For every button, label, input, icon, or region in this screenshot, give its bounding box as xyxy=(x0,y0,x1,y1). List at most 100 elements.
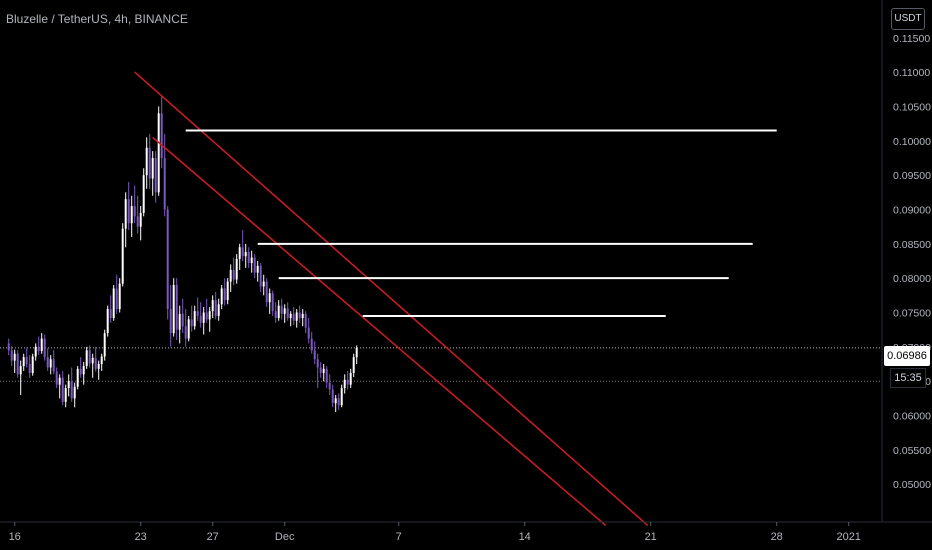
candle-body xyxy=(220,288,223,305)
candle-body xyxy=(94,357,97,369)
candle-body xyxy=(100,356,103,365)
candle-body xyxy=(289,313,292,319)
price-tick-label: 0.08500 xyxy=(893,239,931,251)
candle-body xyxy=(13,353,16,361)
candle-body xyxy=(118,283,121,310)
candle-body xyxy=(265,281,268,303)
candle-body xyxy=(34,346,37,357)
candle-body xyxy=(127,199,130,224)
candle-body xyxy=(37,346,40,351)
candle-body xyxy=(301,313,304,319)
bar-countdown-label: 15:35 xyxy=(890,368,926,388)
candle-body xyxy=(109,309,112,319)
candle-body xyxy=(244,252,247,257)
candle-body xyxy=(139,212,142,227)
candle-body xyxy=(160,113,163,158)
price-tick-label: 0.09000 xyxy=(893,204,931,216)
candle-body xyxy=(121,228,124,284)
candle-body xyxy=(337,398,340,406)
candle-body xyxy=(166,209,169,310)
time-tick-label: 28 xyxy=(771,531,783,543)
currency-button[interactable]: USDT xyxy=(891,8,925,30)
time-tick-label: 16 xyxy=(9,531,21,543)
candle-body xyxy=(55,371,58,385)
candle-body xyxy=(223,288,226,301)
candle-body xyxy=(331,389,334,404)
price-tick-label: 0.05000 xyxy=(893,479,931,491)
candle-body xyxy=(304,313,307,328)
candles xyxy=(7,96,358,413)
candle-body xyxy=(58,377,61,385)
candle-body xyxy=(274,311,277,319)
price-tick-label: 0.08000 xyxy=(893,273,931,285)
channel-trend-line[interactable] xyxy=(152,136,607,527)
candle-body xyxy=(91,357,94,364)
candle-body xyxy=(190,319,193,327)
candle-body xyxy=(151,157,154,179)
candle-body xyxy=(112,288,115,319)
candle-body xyxy=(154,157,157,193)
candle-body xyxy=(229,269,232,282)
candle-body xyxy=(355,348,358,358)
candle-body xyxy=(343,379,346,389)
candle-body xyxy=(334,398,337,404)
price-tick-label: 0.06000 xyxy=(893,411,931,423)
time-axis[interactable]: 16 23 27 Dec 7 14 21 28 2021 xyxy=(0,521,932,543)
candle-body xyxy=(7,343,10,351)
channel-trend-line[interactable] xyxy=(134,71,649,526)
candle-body xyxy=(214,300,217,316)
candle-body xyxy=(202,312,205,323)
time-tick-label: 14 xyxy=(519,531,531,543)
candle-body xyxy=(43,338,46,358)
candle-body xyxy=(133,206,136,217)
candle-body xyxy=(175,285,178,330)
candle-body xyxy=(148,147,151,179)
candle-body xyxy=(115,288,118,310)
candle-body xyxy=(64,388,67,402)
candle-body xyxy=(226,281,229,301)
candle-body xyxy=(67,381,70,389)
price-axis[interactable]: 0.050000.055000.060000.065000.070000.075… xyxy=(881,0,931,522)
candle-body xyxy=(328,382,331,390)
candle-body xyxy=(310,338,313,351)
candle-body xyxy=(40,338,43,351)
candle-body xyxy=(271,293,274,312)
candle-body xyxy=(280,305,283,314)
candle-body xyxy=(16,353,19,375)
candle-body xyxy=(250,257,253,264)
candle-body xyxy=(31,356,34,373)
candle-body xyxy=(247,252,250,264)
candle-body xyxy=(70,381,73,399)
candle-body xyxy=(238,247,241,259)
candle-body xyxy=(88,350,91,364)
price-tick-label: 0.10500 xyxy=(893,101,931,113)
candle-body xyxy=(130,206,133,224)
candle-body xyxy=(217,304,220,316)
candle-body xyxy=(97,364,100,369)
time-tick-label: Dec xyxy=(275,531,295,543)
time-tick-label: 2021 xyxy=(836,531,860,543)
price-tick-label: 0.10000 xyxy=(893,136,931,148)
candle-body xyxy=(205,312,208,320)
candle-body xyxy=(346,379,349,385)
candle-body xyxy=(235,258,238,280)
candle-body xyxy=(283,308,286,314)
candle-body xyxy=(349,372,352,385)
candle-body xyxy=(286,308,289,319)
price-tick-label: 0.11000 xyxy=(893,67,930,79)
candle-body xyxy=(340,388,343,406)
candle-body xyxy=(253,257,256,273)
time-tick-label: 7 xyxy=(396,531,402,543)
chart-guides xyxy=(0,347,882,382)
candle-body xyxy=(61,377,64,402)
candle-body xyxy=(79,368,82,375)
candle-body xyxy=(211,300,214,312)
candle-body xyxy=(196,311,199,316)
drawings[interactable] xyxy=(134,71,777,527)
candle-body xyxy=(277,305,280,319)
time-tick-label: 27 xyxy=(207,531,219,543)
candle-body xyxy=(325,368,328,383)
candle-body xyxy=(307,327,310,339)
candle-body xyxy=(85,350,88,367)
